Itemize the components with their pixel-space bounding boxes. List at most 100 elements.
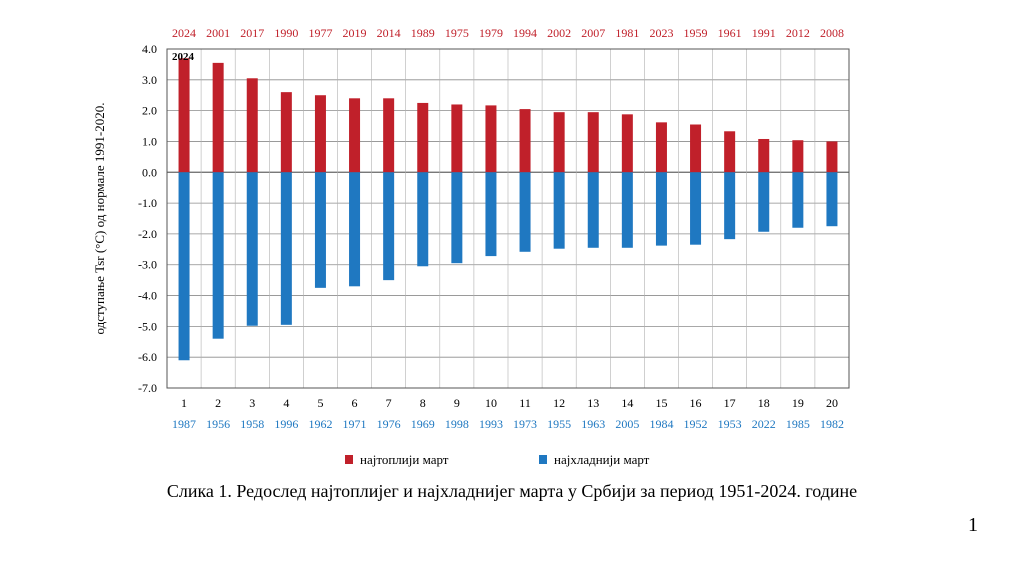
x-tick-label: 7 — [386, 396, 392, 410]
bar-coldest — [349, 172, 361, 287]
bar-coldest — [178, 172, 190, 361]
cold-year-label: 1985 — [786, 417, 810, 431]
x-tick-label: 13 — [587, 396, 599, 410]
y-axis-label: одступање Tsr (°C) од нормале 1991-2020. — [92, 103, 107, 335]
cold-year-label: 2005 — [615, 417, 639, 431]
warm-year-label: 2008 — [820, 26, 844, 40]
x-tick-label: 5 — [317, 396, 323, 410]
bar-warmest — [655, 122, 667, 173]
figure-caption: Слика 1. Редослед најтоплијег и најхладн… — [166, 481, 858, 501]
y-tick-label: 0.0 — [142, 165, 157, 179]
bar-coldest — [655, 172, 667, 246]
cold-year-label: 1963 — [581, 417, 605, 431]
bar-coldest — [246, 172, 258, 326]
bar-warmest — [314, 95, 326, 173]
bar-warmest — [519, 109, 531, 173]
bar-coldest — [826, 172, 838, 227]
bar-coldest — [724, 172, 736, 240]
bar-warmest — [451, 104, 463, 173]
warm-year-label: 2001 — [206, 26, 230, 40]
cold-year-label: 1996 — [274, 417, 298, 431]
x-tick-label: 20 — [826, 396, 838, 410]
plot-frame — [166, 48, 850, 389]
cold-year-label: 1976 — [377, 417, 401, 431]
legend: најтоплији март најхладнији март — [345, 452, 650, 467]
labels: 4.0 3.0 2.0 1.0 0.0 -1.0 -2.0 -3.0 -4.0 -5.0 -6.0 -… — [92, 26, 844, 431]
bar-coldest — [280, 172, 292, 325]
warm-year-label: 2014 — [377, 26, 401, 40]
warm-year-label: 1989 — [411, 26, 435, 40]
bar-warmest — [621, 114, 633, 173]
x-tick-label: 4 — [283, 396, 289, 410]
bar-warmest — [690, 124, 702, 173]
cold-year-label: 1969 — [411, 417, 435, 431]
warm-year-label: 1961 — [718, 26, 742, 40]
warm-year-label: 2019 — [343, 26, 367, 40]
warm-year-label: 2002 — [547, 26, 571, 40]
cold-year-label: 1987 — [172, 417, 196, 431]
warm-year-label: 2017 — [240, 26, 264, 40]
x-tick-label: 18 — [758, 396, 770, 410]
cold-year-label: 1952 — [684, 417, 708, 431]
cold-year-label: 1984 — [649, 417, 673, 431]
y-tick-label: -2.0 — [138, 227, 157, 241]
warm-year-label: 1977 — [308, 26, 332, 40]
chart: 4.0 3.0 2.0 1.0 0.0 -1.0 -2.0 -3.0 -4.0 -5.0 -6.0 -… — [92, 26, 850, 467]
y-tick-label: -1.0 — [138, 196, 157, 210]
x-tick-label: 17 — [724, 396, 736, 410]
cold-year-label: 1956 — [206, 417, 230, 431]
cold-year-label: 1998 — [445, 417, 469, 431]
warm-year-label: 1990 — [274, 26, 298, 40]
bar-coldest — [417, 172, 429, 267]
y-tick-label: 1.0 — [142, 134, 157, 148]
x-tick-label: 2 — [215, 396, 221, 410]
cold-year-label: 1958 — [240, 417, 264, 431]
bar-warmest — [280, 92, 292, 173]
x-tick-label: 3 — [249, 396, 255, 410]
warm-year-label: 2007 — [581, 26, 605, 40]
bar-coldest — [314, 172, 326, 288]
legend-swatch — [345, 455, 353, 464]
x-tick-label: 9 — [454, 396, 460, 410]
y-tick-label: -3.0 — [138, 258, 157, 272]
bar-warmest — [485, 105, 497, 173]
x-tick-label: 16 — [690, 396, 702, 410]
warm-year-label: 1979 — [479, 26, 503, 40]
x-tick-label: 11 — [519, 396, 531, 410]
bar-warmest — [349, 98, 361, 173]
warm-year-label: 2024 — [172, 26, 196, 40]
bar-coldest — [621, 172, 633, 248]
legend-label: најхладнији март — [554, 452, 650, 467]
bar-coldest — [553, 172, 565, 249]
bar-warmest — [826, 141, 838, 173]
warm-year-label: 1975 — [445, 26, 469, 40]
bar-coldest — [212, 172, 224, 339]
grid-lines — [167, 48, 849, 389]
x-tick-label: 8 — [420, 396, 426, 410]
bar-coldest — [792, 172, 804, 228]
legend-label: најтоплији март — [360, 452, 449, 467]
bar-warmest — [246, 78, 258, 173]
bar-warmest — [587, 112, 599, 173]
x-tick-label: 15 — [655, 396, 667, 410]
y-tick-label: -4.0 — [138, 289, 157, 303]
bar-coldest — [690, 172, 702, 245]
y-tick-label: -5.0 — [138, 319, 157, 333]
bar-warmest — [553, 112, 565, 173]
bars — [178, 58, 838, 361]
warm-year-label: 2023 — [649, 26, 673, 40]
cold-year-label: 1953 — [718, 417, 742, 431]
bar-warmest — [178, 58, 190, 173]
y-tick-label: -6.0 — [138, 350, 157, 364]
x-tick-label: 14 — [621, 396, 633, 410]
y-tick-label: -7.0 — [138, 381, 157, 395]
bar-warmest — [758, 138, 770, 173]
cold-year-label: 1971 — [343, 417, 367, 431]
page-number: 1 — [968, 514, 978, 536]
bar-coldest — [485, 172, 497, 257]
x-tick-label: 10 — [485, 396, 497, 410]
cold-year-label: 1955 — [547, 417, 571, 431]
cold-year-label: 1982 — [820, 417, 844, 431]
warm-year-label: 1959 — [684, 26, 708, 40]
legend-swatch — [539, 455, 547, 464]
